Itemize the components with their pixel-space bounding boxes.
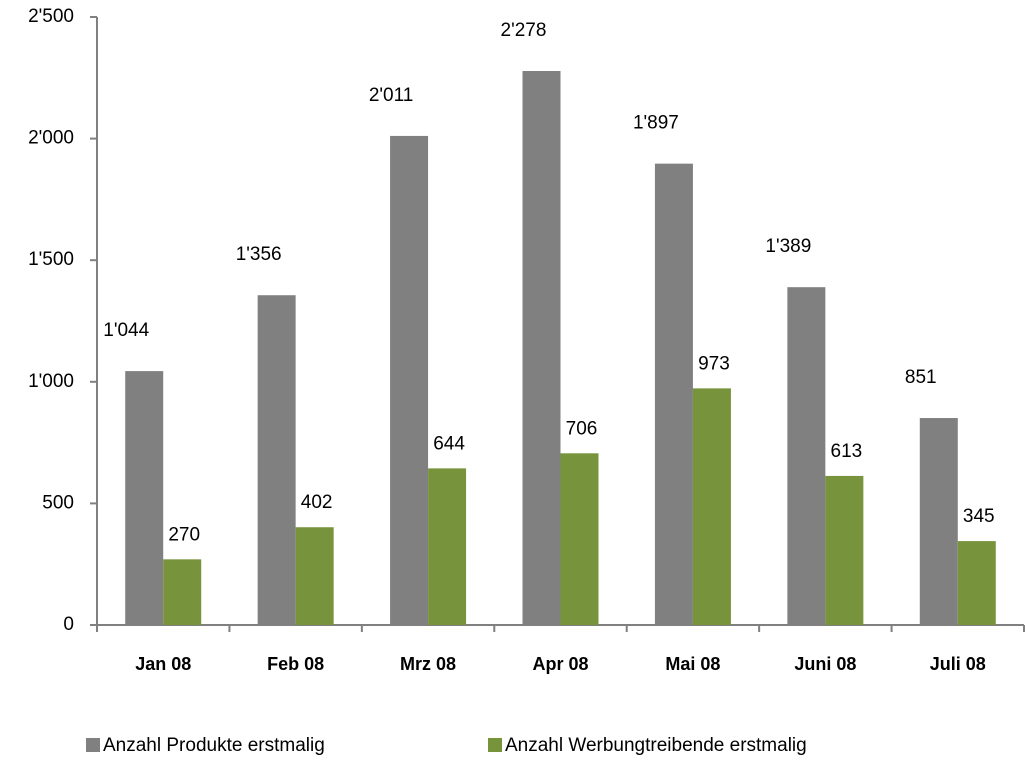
bar xyxy=(522,70,561,625)
data-label: 1'356 xyxy=(236,244,282,265)
y-tick-label: 2'500 xyxy=(28,6,74,27)
x-tick-label: Mrz 08 xyxy=(400,654,456,674)
y-tick-label: 0 xyxy=(63,614,74,635)
bar xyxy=(957,541,996,625)
data-label: 402 xyxy=(301,492,333,513)
x-tick-label: Mai 08 xyxy=(665,654,720,674)
data-label: 613 xyxy=(831,441,863,462)
x-tick-label: Juli 08 xyxy=(930,654,986,674)
bar xyxy=(560,453,599,625)
bar xyxy=(390,135,429,625)
data-label: 2'278 xyxy=(501,20,547,41)
bar xyxy=(163,559,202,625)
x-tick-label: Jan 08 xyxy=(135,654,191,674)
bar xyxy=(787,287,826,625)
bar xyxy=(125,371,164,625)
y-tick-label: 1'000 xyxy=(28,371,74,392)
x-tick-label: Juni 08 xyxy=(794,654,856,674)
data-label: 2'011 xyxy=(369,85,414,106)
legend-label: Anzahl Werbungtreibende erstmalig xyxy=(505,735,807,756)
bar xyxy=(919,418,958,625)
data-label: 644 xyxy=(433,433,465,454)
data-label: 1'044 xyxy=(103,320,149,341)
data-label: 973 xyxy=(698,353,730,374)
legend-swatch xyxy=(86,738,100,752)
y-tick-label: 1'500 xyxy=(28,249,74,270)
bar xyxy=(295,527,334,625)
data-label: 345 xyxy=(963,506,995,527)
y-tick-label: 500 xyxy=(42,492,74,513)
bar xyxy=(428,468,467,625)
data-label: 270 xyxy=(168,524,200,545)
bar xyxy=(825,475,864,625)
legend-swatch xyxy=(488,738,502,752)
x-tick-label: Feb 08 xyxy=(267,654,324,674)
data-label: 706 xyxy=(566,418,598,439)
y-tick-label: 2'000 xyxy=(28,128,74,149)
bar xyxy=(654,163,693,625)
legend-label: Anzahl Produkte erstmalig xyxy=(103,735,325,756)
bar xyxy=(692,388,731,625)
data-label: 1'389 xyxy=(765,236,811,257)
data-label: 851 xyxy=(905,367,937,388)
data-label: 1'897 xyxy=(633,113,679,134)
bar xyxy=(257,295,296,625)
x-tick-label: Apr 08 xyxy=(532,654,588,674)
